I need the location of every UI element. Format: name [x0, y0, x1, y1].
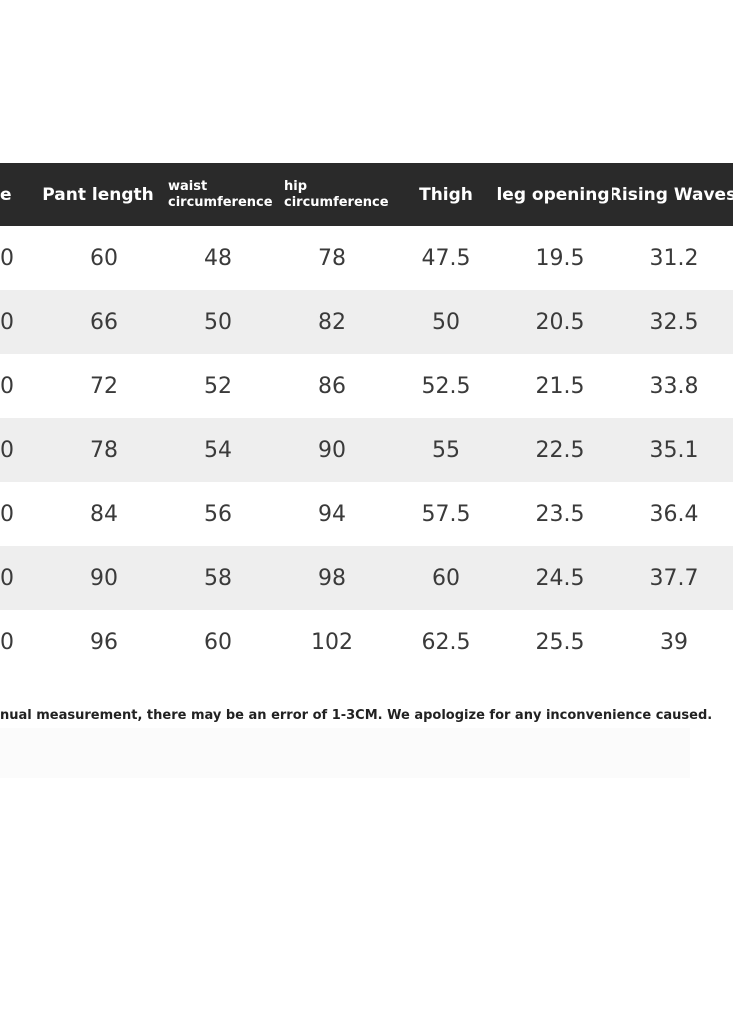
table-cell: 50	[432, 309, 460, 335]
table-cell: 0	[0, 373, 14, 399]
table-cell: 60	[90, 245, 118, 271]
table-row: 0 66 50 82 50 20.5 32.5	[0, 290, 733, 354]
table-cell: 31.2	[649, 245, 699, 271]
table-cell: 90	[90, 565, 118, 591]
table-cell: 56	[204, 501, 232, 527]
table-cell: 78	[90, 437, 118, 463]
measurement-note: nual measurement, there may be an error …	[0, 708, 713, 723]
table-cell: 96	[90, 629, 118, 655]
table-cell: 82	[318, 309, 346, 335]
table-cell: 94	[318, 501, 346, 527]
table-cell: 23.5	[535, 501, 585, 527]
table-row: 0 84 56 94 57.5 23.5 36.4	[0, 482, 733, 546]
table-row: 0 78 54 90 55 22.5 35.1	[0, 418, 733, 482]
header-waist-line2: circumference	[168, 194, 272, 210]
table-cell: 32.5	[649, 309, 699, 335]
table-cell: 50	[204, 309, 232, 335]
table-cell: 57.5	[421, 501, 471, 527]
note-background	[0, 728, 690, 778]
table-header: e Pant length waist circumference hip ci…	[0, 163, 733, 226]
header-hip: hip circumference	[284, 163, 388, 226]
header-hip-line2: circumference	[284, 194, 388, 210]
table-row: 0 90 58 98 60 24.5 37.7	[0, 546, 733, 610]
table-cell: 36.4	[649, 501, 699, 527]
table-cell: 33.8	[649, 373, 699, 399]
table-cell: 21.5	[535, 373, 585, 399]
table-cell: 0	[0, 565, 14, 591]
table-cell: 66	[90, 309, 118, 335]
header-waist: waist circumference	[168, 163, 272, 226]
table-cell: 84	[90, 501, 118, 527]
size-chart-table: e Pant length waist circumference hip ci…	[0, 163, 733, 674]
table-cell: 0	[0, 309, 14, 335]
table-cell: 0	[0, 437, 14, 463]
table-cell: 62.5	[421, 629, 471, 655]
table-cell: 19.5	[535, 245, 585, 271]
table-cell: 60	[432, 565, 460, 591]
table-cell: 47.5	[421, 245, 471, 271]
table-body: 0 60 48 78 47.5 19.5 31.2 0 66 50 82 50 20.5 32.5 0 72 5…	[0, 226, 733, 674]
table-cell: 39	[660, 629, 688, 655]
table-cell: 55	[432, 437, 460, 463]
header-size: e	[0, 184, 12, 205]
table-row: 0 60 48 78 47.5 19.5 31.2	[0, 226, 733, 290]
table-cell: 102	[311, 629, 353, 655]
header-hip-line1: hip	[284, 178, 308, 194]
table-cell: 58	[204, 565, 232, 591]
table-cell: 0	[0, 501, 14, 527]
table-cell: 22.5	[535, 437, 585, 463]
table-cell: 78	[318, 245, 346, 271]
table-cell: 86	[318, 373, 346, 399]
table-cell: 37.7	[649, 565, 699, 591]
header-thigh: Thigh	[419, 184, 473, 205]
table-cell: 54	[204, 437, 232, 463]
table-cell: 0	[0, 245, 14, 271]
table-row: 0 96 60 102 62.5 25.5 39	[0, 610, 733, 674]
table-cell: 52.5	[421, 373, 471, 399]
table-cell: 35.1	[649, 437, 699, 463]
table-cell: 52	[204, 373, 232, 399]
table-cell: 98	[318, 565, 346, 591]
header-pant-length: Pant length	[42, 184, 154, 205]
table-row: 0 72 52 86 52.5 21.5 33.8	[0, 354, 733, 418]
table-cell: 20.5	[535, 309, 585, 335]
table-cell: 72	[90, 373, 118, 399]
header-waist-line1: waist	[168, 178, 208, 194]
table-cell: 60	[204, 629, 232, 655]
table-cell: 0	[0, 629, 14, 655]
table-cell: 25.5	[535, 629, 585, 655]
header-rising-waves: Rising Waves	[612, 184, 733, 205]
table-cell: 24.5	[535, 565, 585, 591]
table-cell: 48	[204, 245, 232, 271]
table-cell: 90	[318, 437, 346, 463]
header-leg-opening: leg opening	[496, 184, 610, 205]
